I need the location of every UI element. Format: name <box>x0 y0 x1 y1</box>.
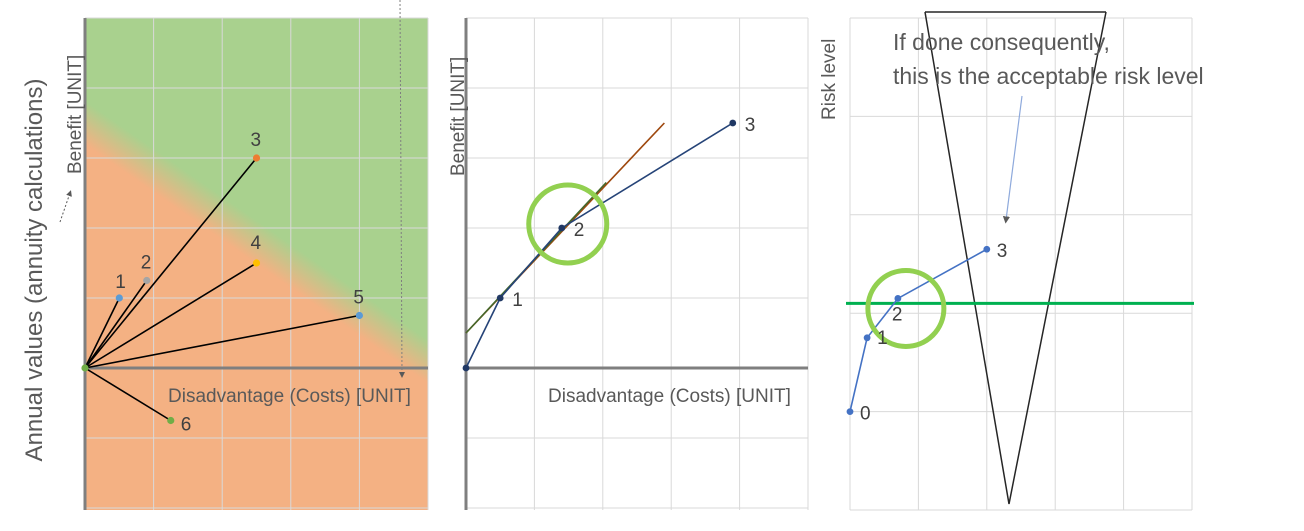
right-lines <box>846 248 1194 412</box>
left-y-axis-title: Benefit [UNIT] <box>65 55 86 174</box>
left-point-3 <box>252 154 261 162</box>
left-ray-6 <box>84 367 172 422</box>
middle-y-axis-title: Benefit [UNIT] <box>448 57 469 176</box>
left-point-label-4: 4 <box>251 233 262 254</box>
right-point-1 <box>863 334 871 342</box>
side-label-arrow <box>59 190 72 223</box>
left-point-2 <box>143 276 151 285</box>
middle-point-2 <box>558 224 566 232</box>
right-y-axis-title: Risk level <box>819 39 840 120</box>
left-dotted-arrow <box>398 0 405 378</box>
chart-middle: 1 2 3 Disadvantage (Costs) [UNIT] Benefit … <box>448 17 809 510</box>
chart-left: 12 3 4 5 6 Disadvantage (Costs) [UNIT] Benef… <box>65 0 429 510</box>
left-point-1 <box>115 294 123 302</box>
middle-x-axis-title: Disadvantage (Costs) [UNIT] <box>548 386 791 407</box>
right-point-0 <box>846 408 854 415</box>
middle-lines <box>465 122 734 369</box>
middle-highlight-circle <box>526 182 610 266</box>
right-annotation-line-2: this is the acceptable risk level <box>893 63 1204 89</box>
left-ray-1 <box>84 297 121 369</box>
middle-points: 1 2 3 <box>462 115 756 372</box>
left-point-4 <box>252 259 261 267</box>
left-origin-point <box>81 364 89 372</box>
middle-gridlines <box>466 17 809 510</box>
left-point-label-2: 2 <box>141 253 152 274</box>
right-gridlines <box>849 17 1193 511</box>
right-highlight-circle <box>865 267 947 349</box>
left-ray-3 <box>84 157 258 369</box>
right-point-3 <box>983 245 991 253</box>
middle-point-3 <box>729 119 737 127</box>
right-point-label-1: 1 <box>877 328 888 349</box>
left-ray-5 <box>84 314 360 369</box>
left-point-6 <box>167 416 175 425</box>
left-point-label-3: 3 <box>251 130 262 151</box>
left-ray-4 <box>84 262 257 369</box>
right-annotation-line-1: If done consequently, <box>893 29 1110 55</box>
middle-series-line <box>465 122 734 369</box>
right-point-label-2: 2 <box>892 304 903 325</box>
left-ray-2 <box>84 280 148 369</box>
right-point-2 <box>894 295 902 302</box>
right-triangle <box>924 11 1107 505</box>
side-label: Annual values (annuity calculations) <box>21 79 48 462</box>
middle-point-label-1: 1 <box>512 290 523 311</box>
middle-point-origin <box>462 364 470 372</box>
right-annotation-arrow <box>1002 95 1023 224</box>
right-point-label-3: 3 <box>997 241 1008 262</box>
left-x-axis-title: Disadvantage (Costs) [UNIT] <box>168 386 411 407</box>
right-series-line <box>849 248 988 412</box>
middle-point-label-3: 3 <box>745 115 756 136</box>
left-ray-lines <box>84 157 360 422</box>
middle-point-1 <box>496 294 504 302</box>
right-points: 0 12 3 <box>846 241 1008 425</box>
left-point-label-5: 5 <box>353 288 364 309</box>
left-points: 12 3 4 5 6 <box>81 130 364 436</box>
left-point-label-6: 6 <box>181 415 192 436</box>
middle-point-label-2: 2 <box>574 220 585 241</box>
left-point-5 <box>355 311 363 320</box>
chart-right: 0 12 3 Risk level If done consequently, th… <box>819 11 1204 511</box>
left-point-label-1: 1 <box>115 272 126 293</box>
right-point-label-0: 0 <box>860 404 871 425</box>
